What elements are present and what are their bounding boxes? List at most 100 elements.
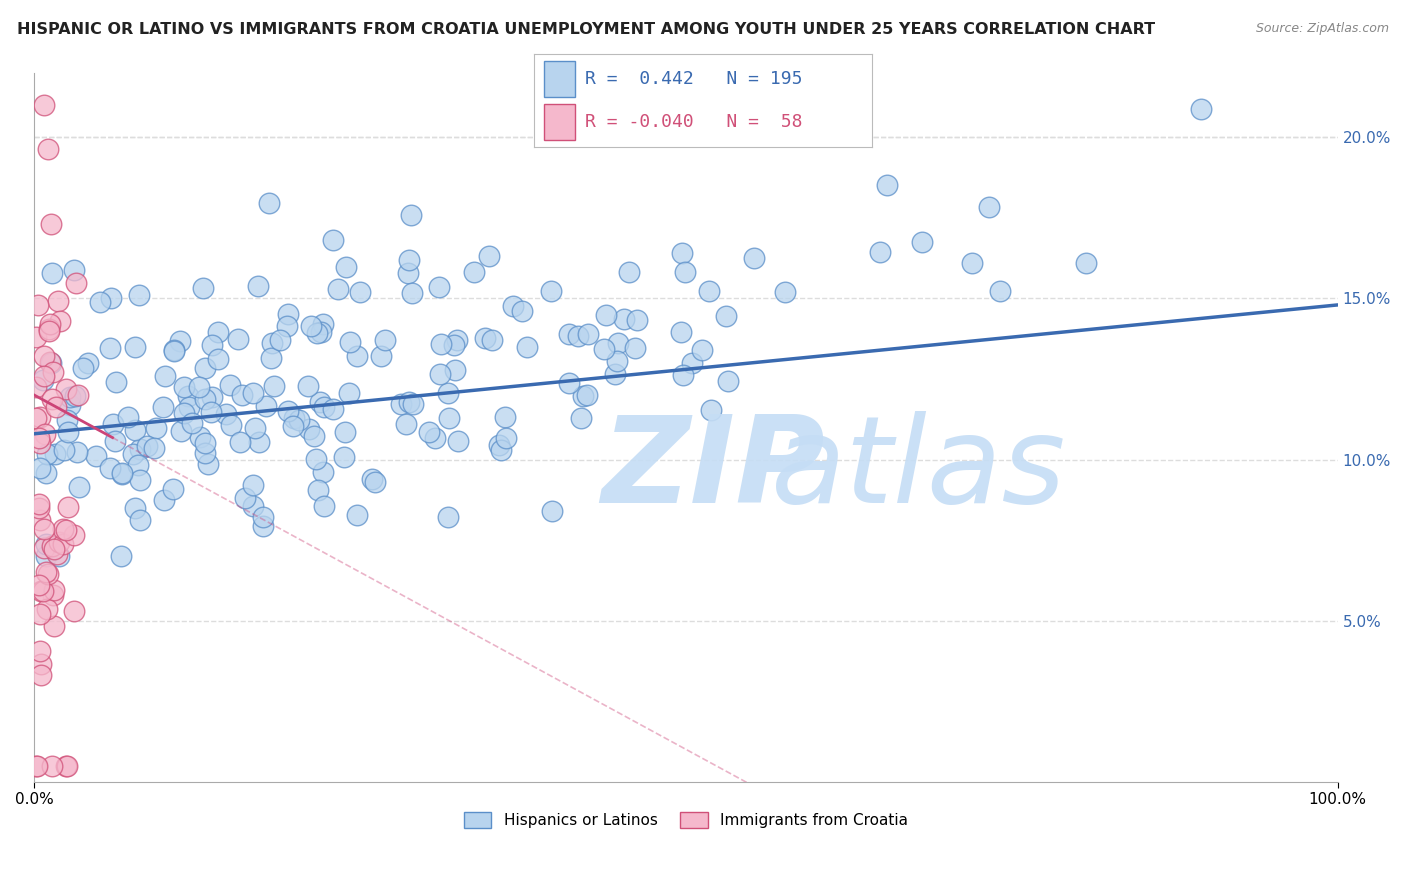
Point (395, 417, 418, 431)
Point (312, 400, 335, 414)
Point (269, 333, 291, 347)
Point (162, 344, 184, 359)
Point (62, 262, 84, 277)
Point (305, 326, 328, 341)
Bar (544, 61, 575, 96)
Point (281, 419, 304, 434)
Point (59, 390, 82, 404)
Point (389, 397, 412, 411)
Point (163, 343, 186, 357)
Point (326, 282, 349, 296)
Point (233, 491, 256, 505)
Point (557, 326, 579, 341)
Point (567, 329, 589, 343)
Point (201, 390, 224, 404)
Point (516, 340, 538, 354)
Point (170, 425, 193, 439)
Point (41, 539, 63, 553)
Point (429, 336, 451, 351)
Point (425, 430, 447, 444)
Point (613, 311, 636, 326)
Point (191, 281, 214, 295)
Point (911, 235, 934, 249)
Point (624, 341, 647, 355)
Point (302, 429, 325, 443)
Point (117, 409, 139, 424)
Point (398, 395, 420, 409)
Point (32, 522, 55, 536)
Point (571, 389, 593, 403)
Point (28, 497, 51, 511)
Point (257, 196, 280, 211)
Point (716, 374, 738, 388)
Point (55, 758, 77, 772)
Point (876, 178, 898, 193)
Point (254, 400, 277, 414)
Point (502, 299, 524, 313)
Point (332, 450, 354, 464)
Point (28, 501, 51, 516)
Point (66, 445, 89, 459)
Point (200, 405, 222, 419)
Point (42, 619, 65, 633)
Point (124, 424, 146, 438)
Point (173, 406, 195, 420)
Point (31, 374, 53, 388)
Point (32, 541, 55, 556)
Point (110, 549, 132, 564)
Point (571, 411, 593, 425)
Point (276, 319, 298, 334)
Point (48, 314, 70, 328)
Point (62, 604, 84, 618)
Point (179, 400, 201, 414)
Point (38, 355, 60, 369)
Point (104, 375, 127, 389)
Point (38, 317, 60, 331)
Point (55, 413, 77, 427)
Point (443, 362, 465, 376)
Point (339, 335, 361, 350)
Point (162, 483, 184, 497)
Point (298, 422, 321, 436)
Point (201, 337, 224, 351)
Point (30, 513, 52, 527)
Point (28, 460, 51, 475)
Point (153, 369, 176, 384)
Point (447, 434, 470, 448)
Point (30, 657, 52, 671)
Point (960, 255, 983, 269)
Point (247, 434, 270, 449)
Point (194, 436, 217, 450)
Point (197, 457, 219, 471)
Point (194, 392, 217, 406)
Point (98, 342, 121, 356)
Text: ZIP: ZIP (602, 411, 825, 528)
Point (42, 542, 65, 557)
Point (283, 411, 305, 425)
Point (489, 442, 512, 457)
Point (152, 400, 174, 414)
Point (606, 353, 628, 368)
Point (37, 142, 59, 156)
Point (242, 385, 264, 400)
Point (101, 417, 124, 432)
Point (617, 265, 640, 279)
Point (671, 245, 693, 260)
Point (669, 326, 692, 340)
Point (45, 547, 67, 561)
Text: atlas: atlas (770, 411, 1066, 528)
Point (360, 472, 382, 486)
Point (260, 351, 283, 365)
Point (124, 500, 146, 515)
Text: R =  0.442   N = 195: R = 0.442 N = 195 (585, 70, 803, 87)
Point (312, 465, 335, 479)
Point (128, 287, 150, 301)
Point (35, 447, 58, 461)
Point (89, 295, 111, 310)
Point (128, 474, 150, 488)
Point (28, 577, 51, 591)
Point (245, 421, 267, 435)
Point (297, 379, 319, 393)
Point (716, 309, 738, 323)
Point (128, 442, 150, 456)
